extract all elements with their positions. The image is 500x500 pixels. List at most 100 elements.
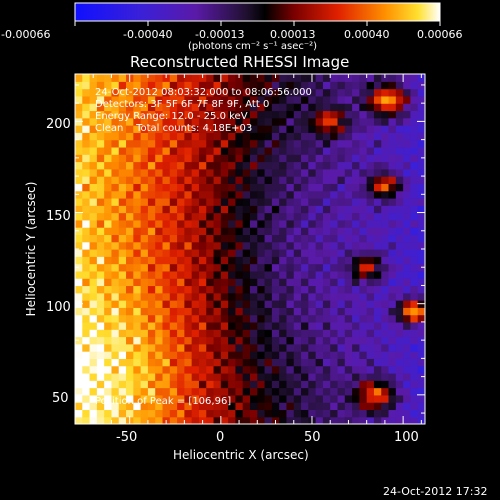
heatmap-cell: [104, 314, 113, 323]
heatmap-cell: [82, 351, 91, 359]
heatmap-cell: [286, 139, 295, 148]
heatmap-cell: [198, 329, 207, 338]
heatmap-cell: [147, 343, 156, 352]
heatmap-cell: [184, 125, 193, 133]
heatmap-cell: [198, 292, 207, 301]
heatmap-cell: [162, 197, 171, 206]
heatmap-cell: [315, 270, 324, 279]
heatmap-cell: [417, 387, 425, 396]
heatmap-cell: [279, 321, 288, 330]
heatmap-cell: [126, 234, 134, 243]
heatmap-cell: [133, 241, 142, 250]
heatmap-cell: [198, 241, 207, 250]
heatmap-cell: [235, 387, 244, 396]
heatmap-cell: [169, 300, 178, 308]
heatmap-cell: [271, 314, 280, 323]
heatmap-cell: [162, 110, 171, 119]
heatmap-cell: [264, 314, 273, 323]
heatmap-cell: [111, 402, 120, 411]
heatmap-cell: [308, 358, 317, 367]
heatmap-cell: [177, 227, 185, 236]
heatmap-cell: [279, 329, 288, 338]
heatmap-cell: [264, 329, 273, 338]
heatmap-cell: [133, 139, 142, 148]
heatmap-cell: [96, 380, 105, 389]
heatmap-cell: [126, 168, 134, 177]
heatmap-cell: [322, 351, 331, 359]
heatmap-cell: [257, 205, 266, 214]
heatmap-cell: [286, 270, 295, 279]
heatmap-cell: [352, 234, 360, 243]
heatmap-cell: [206, 307, 215, 316]
heatmap-cell: [410, 183, 419, 192]
heatmap-cell: [184, 190, 193, 199]
heatmap-cell: [344, 292, 353, 301]
heatmap-cell: [111, 409, 120, 418]
heatmap-cell: [410, 88, 419, 97]
heatmap-cell: [344, 372, 353, 381]
heatmap-cell: [301, 88, 309, 97]
heatmap-cell: [89, 168, 98, 177]
heatmap-cell: [220, 300, 229, 308]
heatmap-cell: [242, 241, 251, 250]
heatmap-cell: [118, 103, 127, 112]
heatmap-cell: [89, 402, 98, 411]
heatmap-cell: [133, 132, 142, 141]
heatmap-cell: [96, 227, 105, 236]
heatmap-cell: [301, 241, 309, 250]
heatmap-cell: [330, 358, 339, 367]
heatmap-cell: [257, 176, 266, 184]
heatmap-cell: [104, 176, 113, 184]
heatmap-cell: [75, 351, 83, 359]
heatmap-cell: [271, 409, 280, 418]
heatmap-cell: [213, 219, 222, 228]
heatmap-cell: [126, 117, 134, 126]
heatmap-cell: [301, 402, 309, 411]
heatmap-cell: [228, 249, 237, 257]
heatmap-cell: [344, 161, 353, 170]
heatmap-cell: [140, 95, 149, 104]
heatmap-cell: [286, 365, 295, 374]
heatmap-cell: [220, 292, 229, 301]
heatmap-cell: [140, 161, 149, 170]
heatmap-cell: [417, 402, 425, 411]
heatmap-cell: [344, 358, 353, 367]
heatmap-cell: [257, 365, 266, 374]
heatmap-cell: [337, 285, 346, 294]
heatmap-cell: [301, 95, 309, 104]
heatmap-cell: [140, 168, 149, 177]
heatmap-cell: [118, 110, 127, 119]
heatmap-cell: [104, 321, 113, 330]
heatmap-cell: [271, 387, 280, 396]
heatmap-cell: [410, 307, 419, 316]
heatmap-cell: [147, 270, 156, 279]
heatmap-cell: [133, 263, 142, 272]
heatmap-cell: [308, 365, 317, 374]
heatmap-cell: [140, 409, 149, 418]
heatmap-cell: [257, 321, 266, 330]
heatmap-cell: [315, 197, 324, 206]
heatmap-cell: [155, 256, 164, 265]
heatmap-cell: [133, 146, 142, 155]
heatmap-cell: [373, 278, 382, 287]
heatmap-cell: [308, 270, 317, 279]
heatmap-cell: [184, 132, 193, 141]
heatmap-cell: [126, 227, 134, 236]
heatmap-cell: [198, 300, 207, 308]
heatmap-cell: [381, 372, 390, 381]
heatmap-cell: [359, 270, 368, 279]
heatmap-cell: [395, 358, 404, 367]
heatmap-cell: [271, 154, 280, 163]
heatmap-cell: [403, 409, 412, 418]
heatmap-cell: [417, 176, 425, 184]
heatmap-cell: [82, 219, 91, 228]
heatmap-cell: [301, 205, 309, 214]
heatmap-cell: [264, 358, 273, 367]
heatmap-cell: [220, 263, 229, 272]
heatmap-cell: [381, 139, 390, 148]
heatmap-cell: [155, 219, 164, 228]
heatmap-cell: [279, 168, 288, 177]
heatmap-cell: [403, 249, 412, 257]
footer-timestamp: 24-Oct-2012 17:32: [383, 485, 488, 498]
heatmap-cell: [344, 125, 353, 133]
